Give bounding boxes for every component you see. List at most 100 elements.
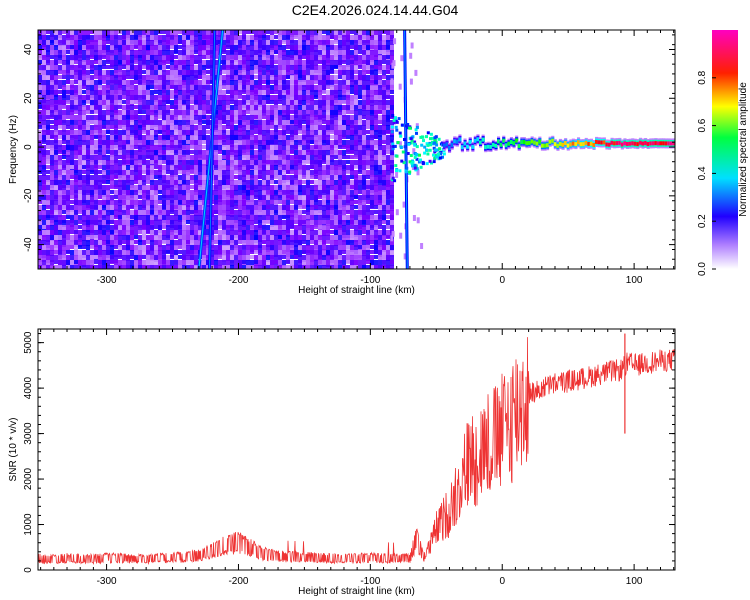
noise-cell (86, 185, 90, 193)
noise-cell (370, 125, 374, 131)
noise-cell (190, 80, 194, 85)
transition-cell (413, 155, 417, 159)
noise-cell (150, 235, 154, 242)
noise-cell (318, 125, 322, 130)
carrier-core (566, 143, 570, 148)
noise-cell (214, 145, 218, 152)
noise-cell (182, 100, 186, 104)
noise-cell (194, 195, 198, 200)
transition-cell (394, 119, 398, 123)
noise-cell (330, 135, 334, 139)
transition-cell (428, 148, 432, 152)
noise-cell (62, 155, 66, 159)
noise-cell (130, 70, 134, 75)
noise-cell (382, 245, 386, 252)
top-x-axis-label: Height of straight line (km) (298, 285, 415, 296)
noise-cell (386, 70, 390, 74)
noise-cell (238, 150, 242, 156)
noise-cell (322, 155, 326, 162)
noise-cell (138, 40, 142, 46)
noise-cell (174, 45, 178, 53)
noise-cell (266, 160, 270, 164)
noise-cell (362, 200, 366, 205)
noise-cell (242, 50, 246, 57)
noise-cell (86, 235, 90, 242)
noise-cell (378, 65, 382, 72)
noise-cell (342, 100, 346, 104)
noise-cell (78, 140, 82, 147)
carrier-core (589, 141, 593, 146)
noise-cell (106, 220, 110, 224)
noise-cell (126, 95, 130, 104)
noise-cell (206, 250, 210, 258)
noise-cell (214, 225, 218, 234)
noise-cell (162, 35, 166, 42)
noise-cell (266, 265, 270, 269)
noise-cell (346, 160, 350, 164)
noise-cell (90, 150, 94, 154)
noise-cell (202, 150, 206, 159)
noise-cell (114, 30, 118, 39)
noise-cell (146, 150, 150, 158)
noise-cell (178, 170, 182, 174)
noise-cell (206, 130, 210, 134)
carrier-core (453, 139, 457, 144)
noise-cell (102, 210, 106, 218)
noise-cell (114, 35, 118, 40)
noise-cell (374, 250, 378, 254)
noise-cell (102, 65, 106, 69)
noise-cell (306, 70, 310, 76)
transition-cell (401, 150, 405, 154)
noise-cell (78, 60, 82, 68)
noise-cell (174, 85, 178, 93)
noise-cell (262, 155, 266, 163)
noise-cell (290, 265, 294, 269)
noise-cell (322, 135, 326, 143)
noise-cell (306, 145, 310, 152)
noise-cell (266, 70, 270, 75)
noise-cell (134, 45, 138, 49)
noise-cell (310, 190, 314, 195)
noise-cell (166, 245, 170, 253)
noise-cell (374, 190, 378, 195)
noise-cell (230, 55, 234, 63)
noise-cell (118, 45, 122, 52)
noise-cell (358, 245, 362, 249)
noise-cell (190, 170, 194, 174)
noise-cell (346, 195, 350, 203)
noise-cell (330, 130, 334, 134)
noise-cell (154, 75, 158, 83)
noise-cell (302, 260, 306, 269)
transition-cell (393, 179, 397, 183)
noise-cell (362, 190, 366, 195)
noise-cell (262, 185, 266, 191)
noise-cell (210, 240, 214, 248)
noise-cell (322, 205, 326, 211)
noise-cell (350, 215, 354, 224)
noise-cell (162, 140, 166, 147)
noise-cell (214, 195, 218, 204)
noise-cell (82, 215, 86, 222)
noise-cell (66, 150, 70, 157)
noise-cell (342, 200, 346, 207)
transition-cell (395, 128, 399, 132)
noise-cell (182, 245, 186, 250)
noise-cell (378, 70, 382, 74)
noise-cell (138, 230, 142, 234)
noise-cell (310, 160, 314, 169)
noise-cell (146, 100, 150, 109)
noise-cell (126, 165, 130, 170)
noise-cell (74, 230, 78, 234)
noise-cell (202, 55, 206, 59)
noise-cell (250, 75, 254, 80)
noise-cell (298, 255, 302, 263)
noise-cell (302, 165, 306, 170)
noise-cell (178, 85, 182, 91)
noise-cell (314, 240, 318, 249)
noise-cell (90, 110, 94, 114)
noise-cell (362, 135, 366, 140)
noise-cell (166, 170, 170, 174)
noise-cell (194, 65, 198, 73)
noise-cell (62, 215, 66, 223)
noise-cell (182, 225, 186, 231)
